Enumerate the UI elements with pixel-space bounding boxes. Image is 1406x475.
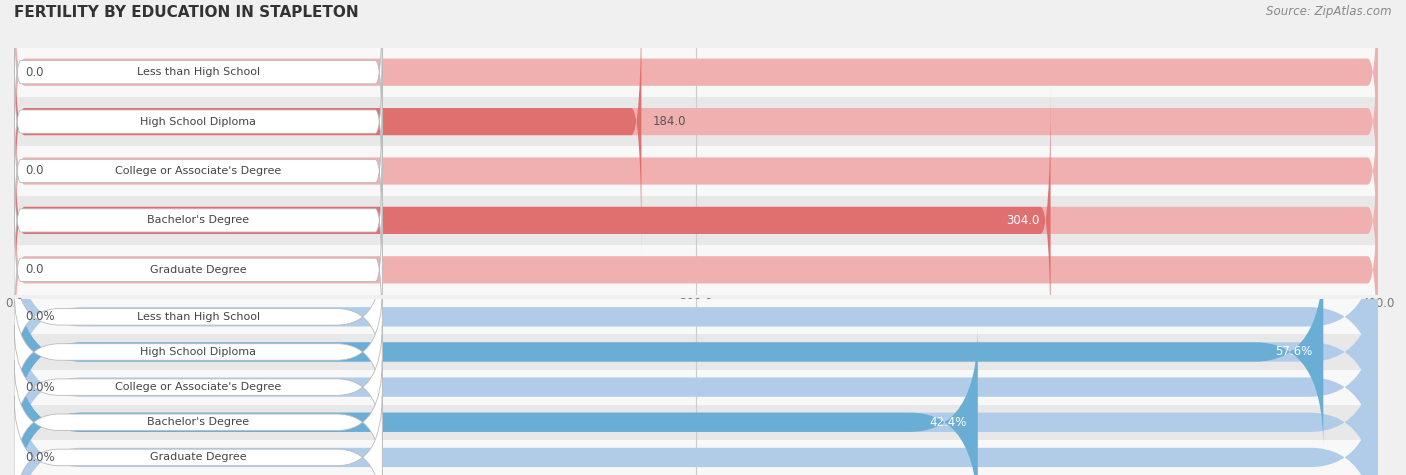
Bar: [14, 97, 1378, 146]
Text: 304.0: 304.0: [1007, 214, 1039, 227]
Text: Less than High School: Less than High School: [136, 67, 260, 77]
Text: 42.4%: 42.4%: [929, 416, 967, 429]
Bar: [14, 334, 1378, 370]
Text: 0.0%: 0.0%: [25, 380, 55, 394]
Text: Bachelor's Degree: Bachelor's Degree: [148, 417, 249, 428]
Text: 0.0: 0.0: [25, 164, 44, 178]
FancyBboxPatch shape: [14, 256, 1378, 448]
FancyBboxPatch shape: [14, 182, 382, 357]
Text: 0.0%: 0.0%: [25, 310, 55, 323]
FancyBboxPatch shape: [14, 360, 382, 475]
FancyBboxPatch shape: [14, 84, 382, 258]
FancyBboxPatch shape: [14, 0, 1378, 256]
FancyBboxPatch shape: [14, 0, 641, 256]
FancyBboxPatch shape: [14, 0, 1378, 207]
FancyBboxPatch shape: [14, 86, 1378, 355]
Text: High School Diploma: High School Diploma: [141, 116, 256, 127]
FancyBboxPatch shape: [14, 290, 382, 414]
Text: High School Diploma: High School Diploma: [141, 347, 256, 357]
FancyBboxPatch shape: [14, 291, 1378, 475]
Bar: [14, 440, 1378, 475]
Text: 0.0%: 0.0%: [25, 451, 55, 464]
Bar: [14, 370, 1378, 405]
Text: Graduate Degree: Graduate Degree: [150, 265, 246, 275]
FancyBboxPatch shape: [14, 0, 382, 160]
Text: College or Associate's Degree: College or Associate's Degree: [115, 166, 281, 176]
Text: College or Associate's Degree: College or Associate's Degree: [115, 382, 281, 392]
FancyBboxPatch shape: [14, 37, 1378, 305]
Text: Graduate Degree: Graduate Degree: [150, 452, 246, 463]
FancyBboxPatch shape: [14, 361, 1378, 475]
FancyBboxPatch shape: [14, 86, 1050, 355]
FancyBboxPatch shape: [14, 326, 977, 475]
Text: Bachelor's Degree: Bachelor's Degree: [148, 215, 249, 226]
FancyBboxPatch shape: [14, 325, 382, 449]
Bar: [14, 299, 1378, 334]
FancyBboxPatch shape: [14, 34, 382, 209]
FancyBboxPatch shape: [14, 135, 1378, 404]
Text: Less than High School: Less than High School: [136, 312, 260, 322]
FancyBboxPatch shape: [14, 395, 382, 475]
Bar: [14, 196, 1378, 245]
Bar: [14, 245, 1378, 294]
FancyBboxPatch shape: [14, 255, 382, 379]
FancyBboxPatch shape: [14, 256, 1323, 448]
Text: 0.0: 0.0: [25, 66, 44, 79]
Text: 184.0: 184.0: [652, 115, 686, 128]
FancyBboxPatch shape: [14, 133, 382, 308]
FancyBboxPatch shape: [14, 326, 1378, 475]
Text: Source: ZipAtlas.com: Source: ZipAtlas.com: [1267, 5, 1392, 18]
Text: 0.0: 0.0: [25, 263, 44, 276]
Text: FERTILITY BY EDUCATION IN STAPLETON: FERTILITY BY EDUCATION IN STAPLETON: [14, 5, 359, 20]
FancyBboxPatch shape: [14, 221, 1378, 413]
Text: 57.6%: 57.6%: [1275, 345, 1312, 359]
Bar: [14, 48, 1378, 97]
Bar: [14, 405, 1378, 440]
Bar: [14, 146, 1378, 196]
